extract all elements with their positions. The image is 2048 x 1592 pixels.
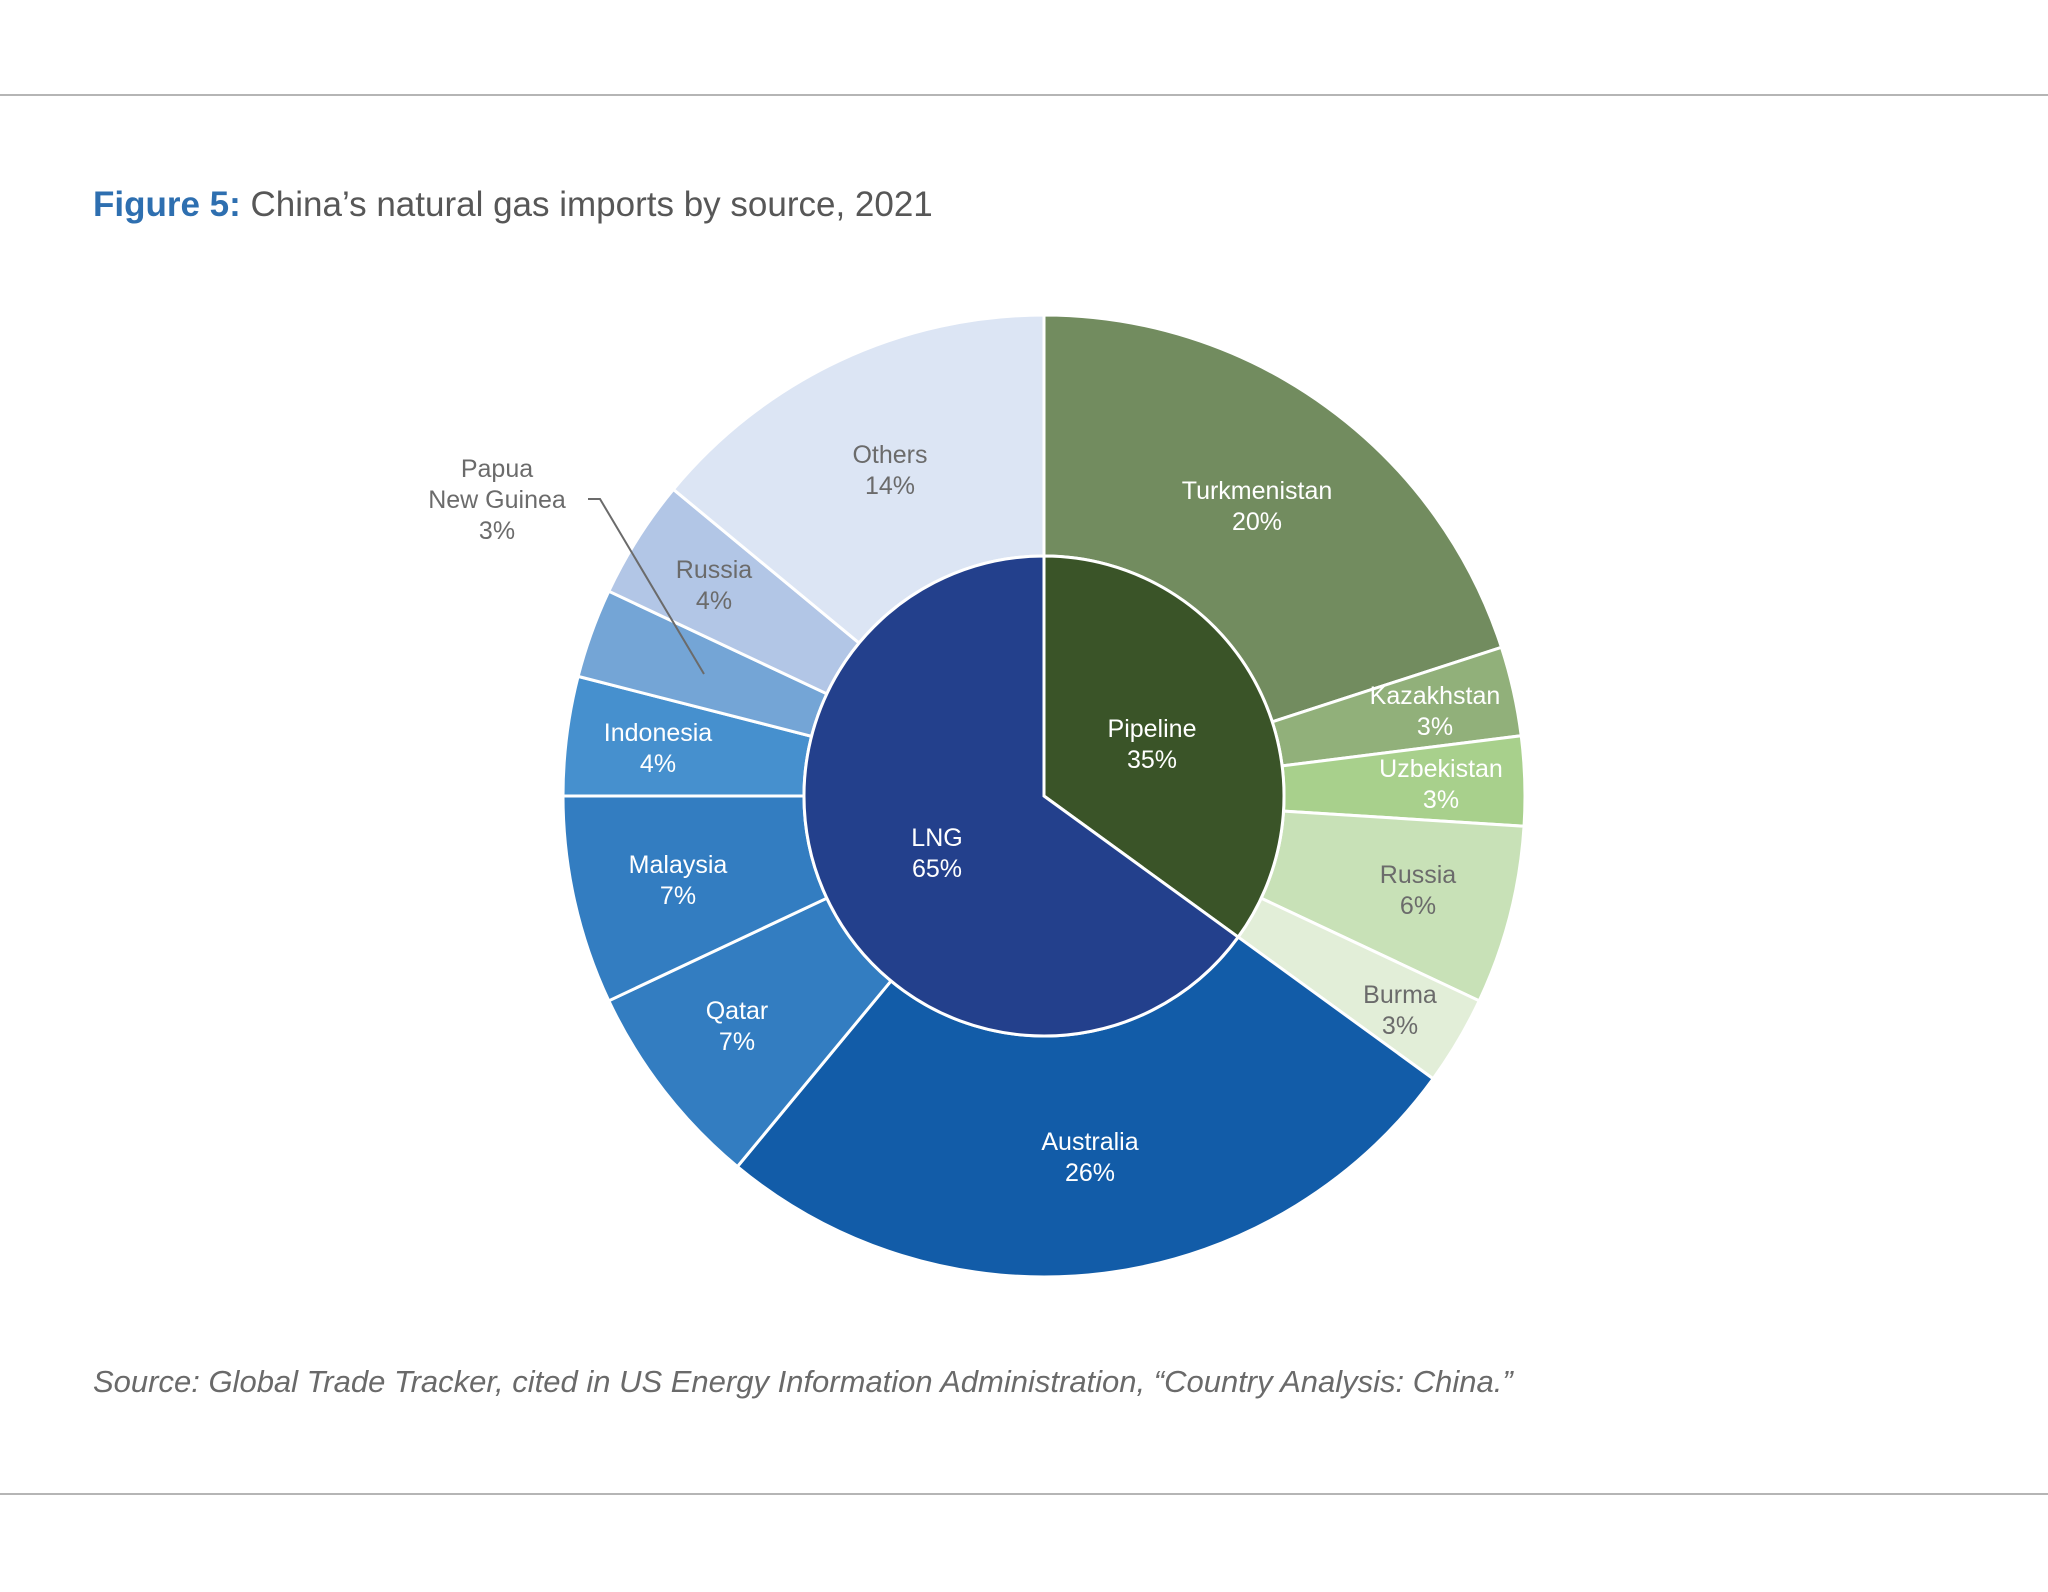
turkmenistan-pct: 20% <box>1232 508 1282 536</box>
slice-pipeline <box>1042 554 1286 940</box>
russia-pipeline-pct: 6% <box>1400 892 1436 920</box>
outer-ring <box>561 313 1527 1279</box>
pipeline-label: Pipeline <box>1108 715 1197 743</box>
turkmenistan-label: Turkmenistan <box>1182 477 1333 505</box>
lng-label: LNG <box>911 824 962 852</box>
russia-lng-label: Russia <box>676 556 753 584</box>
others-label: Others <box>852 441 927 469</box>
australia-label: Australia <box>1041 1128 1138 1156</box>
malaysia-pct: 7% <box>660 882 696 910</box>
indonesia-pct: 4% <box>640 750 676 778</box>
burma-label: Burma <box>1363 981 1437 1009</box>
bottom-divider <box>0 1493 2048 1495</box>
russia-pipeline-label: Russia <box>1380 861 1457 889</box>
burma-pct: 3% <box>1382 1012 1418 1040</box>
png-leader-line <box>588 498 705 675</box>
kazakhstan-pct: 3% <box>1417 713 1453 741</box>
others-pct: 14% <box>865 472 915 500</box>
png-pct: 3% <box>479 517 515 545</box>
australia-pct: 26% <box>1065 1159 1115 1187</box>
figure-title-text: China’s natural gas imports by source, 2… <box>250 185 933 224</box>
png-label-line1: Papua <box>461 455 533 483</box>
inner-ring <box>802 554 1286 1038</box>
source-note: Source: Global Trade Tracker, cited in U… <box>93 1364 1513 1399</box>
uzbekistan-label: Uzbekistan <box>1379 755 1503 783</box>
slice-lng <box>802 554 1241 1038</box>
pipeline-pct: 35% <box>1127 746 1177 774</box>
figure-label: Figure 5: <box>93 185 241 224</box>
indonesia-label: Indonesia <box>604 719 713 747</box>
lng-pct: 65% <box>912 855 962 883</box>
png-label-line2: New Guinea <box>428 486 566 514</box>
qatar-label: Qatar <box>706 997 769 1025</box>
malaysia-label: Malaysia <box>629 851 728 879</box>
figure-title: Figure 5: China’s natural gas imports by… <box>93 185 933 225</box>
uzbekistan-pct: 3% <box>1423 786 1459 814</box>
russia-lng-pct: 4% <box>696 587 732 615</box>
top-divider <box>0 94 2048 96</box>
kazakhstan-label: Kazakhstan <box>1370 682 1501 710</box>
qatar-pct: 7% <box>719 1028 755 1056</box>
